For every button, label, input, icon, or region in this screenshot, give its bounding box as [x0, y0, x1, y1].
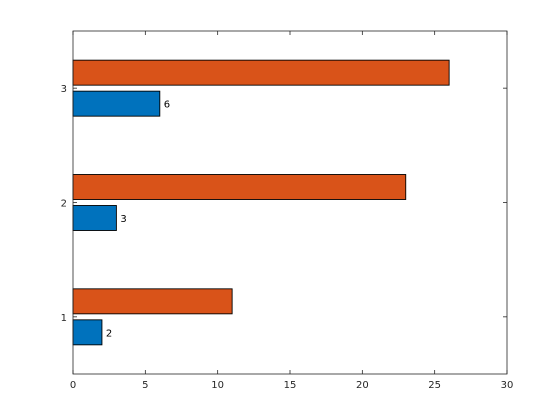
bar-series-1-category-2 — [72, 205, 117, 231]
y-tick-label: 1 — [61, 313, 67, 324]
y-tick-label: 2 — [61, 199, 67, 210]
bars: 2 3 6 — [72, 59, 450, 346]
bar-series-2-category-2 — [72, 174, 407, 200]
y-tick-label: 3 — [61, 84, 67, 95]
x-tick-label: 15 — [284, 380, 297, 391]
data-label-series-1-category-2: 3 — [120, 214, 126, 225]
axes: 0 5 10 15 20 25 30 1 2 3 — [61, 31, 514, 391]
bar-series-1-category-1 — [72, 319, 103, 346]
bar-series-2-category-3 — [72, 59, 450, 86]
x-tick-label: 5 — [142, 380, 148, 391]
plot-area — [73, 31, 507, 374]
plot-frame — [72, 30, 508, 375]
bar-series-2-category-1 — [72, 288, 233, 315]
x-tick-label: 30 — [501, 380, 514, 391]
bar-series-1-category-3 — [72, 90, 161, 117]
data-label-series-1-category-1: 2 — [106, 328, 112, 339]
x-tick-label: 10 — [211, 380, 224, 391]
data-label-series-1-category-3: 6 — [164, 100, 170, 111]
x-tick-label: 0 — [70, 380, 76, 391]
x-tick-label: 20 — [356, 380, 369, 391]
x-tick-label: 25 — [428, 380, 441, 391]
